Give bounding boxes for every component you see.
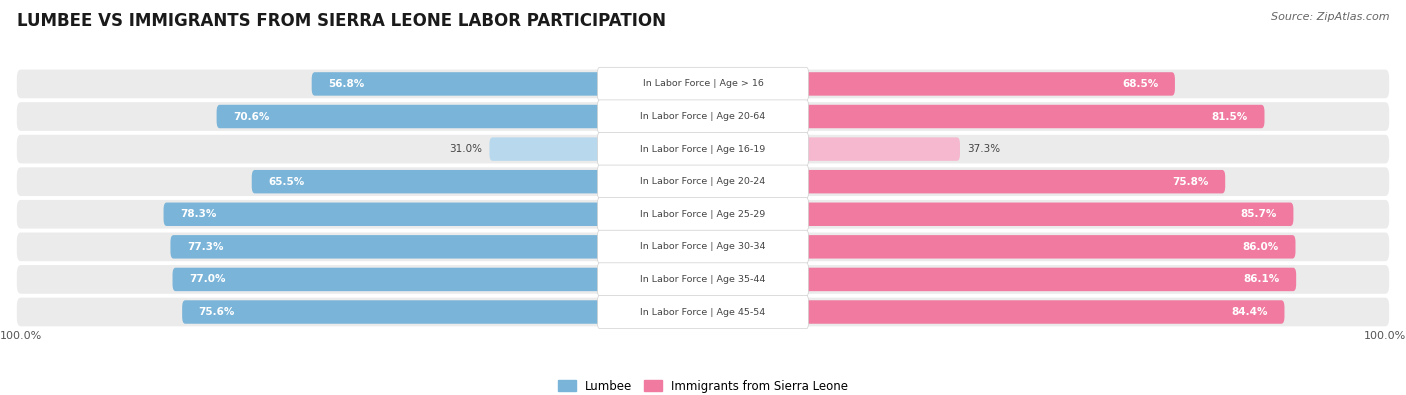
Text: In Labor Force | Age 30-34: In Labor Force | Age 30-34 [640,243,766,251]
Text: 81.5%: 81.5% [1212,111,1249,122]
Text: In Labor Force | Age 20-24: In Labor Force | Age 20-24 [640,177,766,186]
Text: 77.0%: 77.0% [188,275,225,284]
Text: 37.3%: 37.3% [967,144,1000,154]
Text: 85.7%: 85.7% [1240,209,1277,219]
FancyBboxPatch shape [703,137,960,161]
FancyBboxPatch shape [17,102,1389,131]
Text: 65.5%: 65.5% [269,177,305,187]
FancyBboxPatch shape [598,230,808,263]
Text: In Labor Force | Age > 16: In Labor Force | Age > 16 [643,79,763,88]
FancyBboxPatch shape [703,235,1295,259]
Text: 78.3%: 78.3% [180,209,217,219]
FancyBboxPatch shape [17,70,1389,98]
FancyBboxPatch shape [170,235,703,259]
FancyBboxPatch shape [17,233,1389,261]
FancyBboxPatch shape [183,300,703,324]
FancyBboxPatch shape [163,203,703,226]
Text: 56.8%: 56.8% [328,79,364,89]
FancyBboxPatch shape [598,263,808,296]
Text: 75.8%: 75.8% [1173,177,1209,187]
Text: Source: ZipAtlas.com: Source: ZipAtlas.com [1271,12,1389,22]
FancyBboxPatch shape [17,298,1389,326]
Text: In Labor Force | Age 45-54: In Labor Force | Age 45-54 [640,307,766,316]
Text: 86.0%: 86.0% [1243,242,1279,252]
FancyBboxPatch shape [703,268,1296,291]
Text: In Labor Force | Age 20-64: In Labor Force | Age 20-64 [640,112,766,121]
Text: In Labor Force | Age 25-29: In Labor Force | Age 25-29 [640,210,766,219]
FancyBboxPatch shape [703,170,1225,194]
FancyBboxPatch shape [598,132,808,166]
FancyBboxPatch shape [703,203,1294,226]
FancyBboxPatch shape [489,137,703,161]
FancyBboxPatch shape [17,200,1389,229]
FancyBboxPatch shape [703,300,1285,324]
Text: In Labor Force | Age 35-44: In Labor Force | Age 35-44 [640,275,766,284]
Legend: Lumbee, Immigrants from Sierra Leone: Lumbee, Immigrants from Sierra Leone [553,375,853,395]
FancyBboxPatch shape [703,72,1175,96]
FancyBboxPatch shape [703,105,1264,128]
FancyBboxPatch shape [173,268,703,291]
FancyBboxPatch shape [598,295,808,329]
FancyBboxPatch shape [312,72,703,96]
FancyBboxPatch shape [598,165,808,198]
FancyBboxPatch shape [217,105,703,128]
Text: 75.6%: 75.6% [198,307,235,317]
FancyBboxPatch shape [598,198,808,231]
Text: 86.1%: 86.1% [1243,275,1279,284]
FancyBboxPatch shape [17,167,1389,196]
Text: 31.0%: 31.0% [450,144,482,154]
FancyBboxPatch shape [17,265,1389,294]
Text: 84.4%: 84.4% [1232,307,1268,317]
Text: 100.0%: 100.0% [1364,331,1406,341]
Text: 77.3%: 77.3% [187,242,224,252]
FancyBboxPatch shape [598,67,808,101]
FancyBboxPatch shape [17,135,1389,164]
FancyBboxPatch shape [252,170,703,194]
Text: 68.5%: 68.5% [1122,79,1159,89]
Text: 100.0%: 100.0% [0,331,42,341]
Text: LUMBEE VS IMMIGRANTS FROM SIERRA LEONE LABOR PARTICIPATION: LUMBEE VS IMMIGRANTS FROM SIERRA LEONE L… [17,12,666,30]
FancyBboxPatch shape [598,100,808,133]
Text: In Labor Force | Age 16-19: In Labor Force | Age 16-19 [640,145,766,154]
Text: 70.6%: 70.6% [233,111,270,122]
